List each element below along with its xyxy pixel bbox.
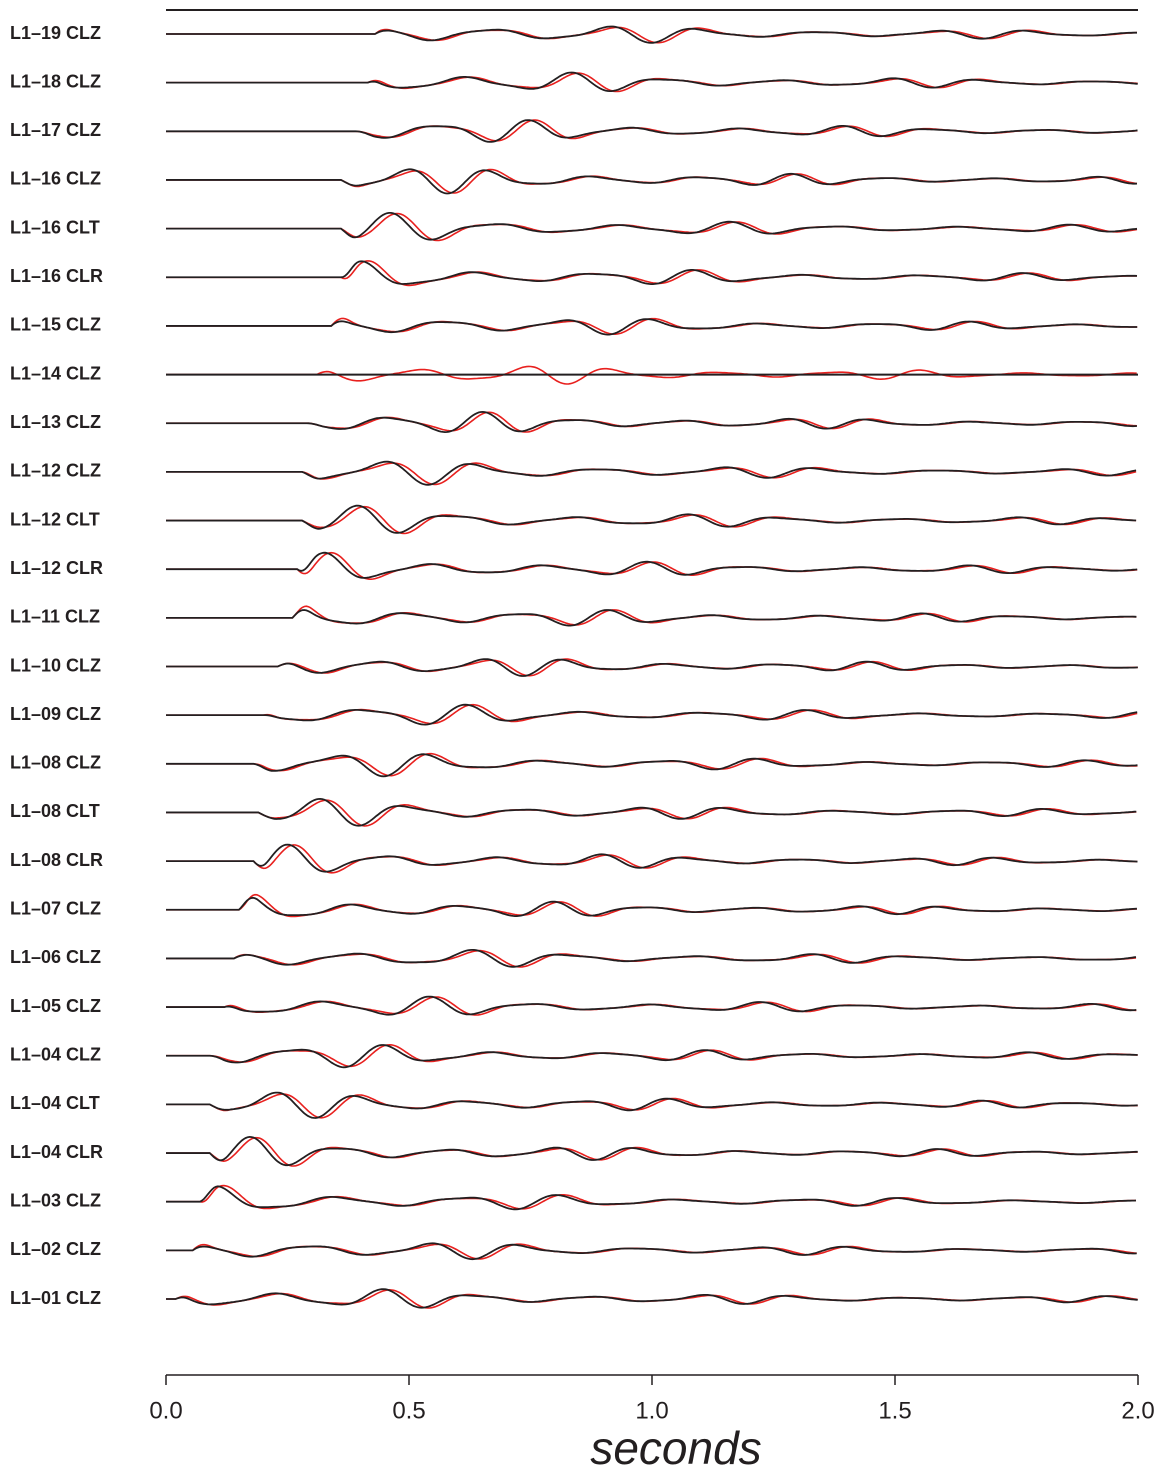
trace	[166, 25, 1137, 44]
trace	[166, 1044, 1138, 1069]
trace-label: L1–14 CLZ	[10, 363, 101, 383]
trace-label: L1–11 CLZ	[10, 607, 100, 627]
trace	[166, 1091, 1138, 1119]
trace-label: L1–08 CLZ	[10, 753, 101, 773]
trace	[166, 799, 1137, 827]
trace-label: L1–04 CLT	[10, 1093, 100, 1113]
trace	[166, 551, 1138, 579]
trace	[166, 949, 1137, 968]
trace	[166, 1093, 1138, 1119]
trace	[166, 260, 1137, 287]
trace-label: L1–13 CLZ	[10, 412, 101, 432]
trace-label: L1–09 CLZ	[10, 704, 101, 724]
trace	[166, 658, 1138, 677]
trace	[166, 119, 1138, 143]
trace	[166, 1288, 1138, 1309]
trace-label: L1–02 CLZ	[10, 1239, 101, 1259]
trace	[166, 551, 1138, 580]
trace	[166, 318, 1138, 336]
trace	[166, 752, 1138, 777]
trace	[166, 1185, 1137, 1211]
trace	[166, 843, 1138, 873]
x-tick-label: 0.5	[392, 1397, 425, 1424]
trace-label: L1–08 CLT	[10, 801, 100, 821]
trace-label: L1–08 CLR	[10, 850, 103, 870]
trace-label: L1–16 CLR	[10, 266, 103, 286]
trace-label: L1–19 CLZ	[10, 23, 101, 43]
x-axis-title: seconds	[590, 1422, 761, 1474]
x-tick-label: 2.0	[1121, 1397, 1154, 1424]
trace	[166, 703, 1138, 726]
trace-label: L1–15 CLZ	[10, 315, 101, 335]
trace	[166, 212, 1138, 242]
trace	[166, 460, 1137, 486]
trace-label: L1–06 CLZ	[10, 947, 101, 967]
trace	[166, 1242, 1137, 1261]
x-tick-label: 1.0	[635, 1397, 668, 1424]
trace	[166, 609, 1137, 627]
trace	[166, 995, 1137, 1016]
trace	[166, 797, 1137, 827]
trace-label: L1–16 CLT	[10, 217, 100, 237]
trace-label: L1–10 CLZ	[10, 655, 101, 675]
trace	[166, 410, 1137, 434]
trace	[166, 71, 1138, 92]
trace	[166, 168, 1138, 195]
trace-label: L1–01 CLZ	[10, 1288, 101, 1308]
trace	[166, 1043, 1138, 1068]
trace	[166, 260, 1138, 285]
trace	[166, 168, 1138, 194]
x-tick-label: 0.0	[149, 1397, 182, 1424]
trace-label: L1–05 CLZ	[10, 996, 101, 1016]
trace-label: L1–03 CLZ	[10, 1190, 101, 1210]
trace	[166, 26, 1138, 44]
trace	[166, 504, 1137, 534]
x-tick-label: 1.5	[878, 1397, 911, 1424]
trace-label: L1–07 CLZ	[10, 899, 101, 919]
trace	[166, 893, 1137, 918]
trace-label: L1–17 CLZ	[10, 120, 101, 140]
trace	[166, 896, 1137, 917]
trace	[166, 753, 1138, 778]
trace-label: L1–04 CLZ	[10, 1044, 101, 1064]
trace	[166, 212, 1138, 241]
trace-label: L1–18 CLZ	[10, 71, 101, 91]
trace-label: L1–12 CLR	[10, 558, 103, 578]
trace-label: L1–04 CLR	[10, 1142, 103, 1162]
trace	[166, 844, 1138, 874]
trace-label: L1–16 CLZ	[10, 169, 101, 189]
trace-label: L1–12 CLZ	[10, 461, 101, 481]
trace	[166, 1135, 1138, 1167]
trace-label: L1–12 CLT	[10, 509, 100, 529]
trace	[166, 1184, 1136, 1210]
